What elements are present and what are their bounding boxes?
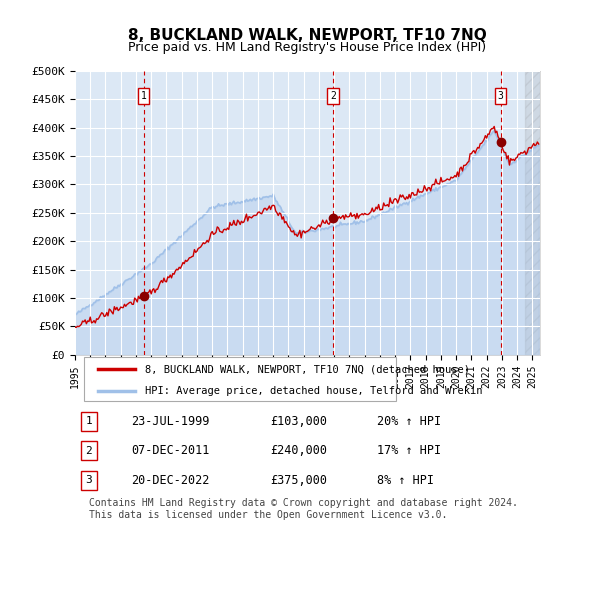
- Text: 8, BUCKLAND WALK, NEWPORT, TF10 7NQ (detached house): 8, BUCKLAND WALK, NEWPORT, TF10 7NQ (det…: [145, 365, 470, 374]
- Text: £103,000: £103,000: [270, 415, 328, 428]
- Title: 8, BUCKLAND WALK, NEWPORT, TF10 7NQ: 8, BUCKLAND WALK, NEWPORT, TF10 7NQ: [128, 28, 487, 43]
- Text: 3: 3: [86, 475, 92, 485]
- Text: 20-DEC-2022: 20-DEC-2022: [131, 474, 209, 487]
- Text: 07-DEC-2011: 07-DEC-2011: [131, 444, 209, 457]
- Text: 2: 2: [86, 445, 92, 455]
- Text: 17% ↑ HPI: 17% ↑ HPI: [377, 444, 442, 457]
- Text: 3: 3: [497, 91, 503, 101]
- FancyBboxPatch shape: [84, 357, 396, 401]
- Text: 20% ↑ HPI: 20% ↑ HPI: [377, 415, 442, 428]
- Text: £240,000: £240,000: [270, 444, 328, 457]
- Text: 23-JUL-1999: 23-JUL-1999: [131, 415, 209, 428]
- Text: Price paid vs. HM Land Registry's House Price Index (HPI): Price paid vs. HM Land Registry's House …: [128, 41, 487, 54]
- Text: £375,000: £375,000: [270, 474, 328, 487]
- Text: 2: 2: [330, 91, 336, 101]
- Bar: [525, 71, 540, 355]
- Text: 8% ↑ HPI: 8% ↑ HPI: [377, 474, 434, 487]
- Text: Contains HM Land Registry data © Crown copyright and database right 2024.
This d: Contains HM Land Registry data © Crown c…: [89, 498, 518, 520]
- Text: 1: 1: [140, 91, 146, 101]
- Text: HPI: Average price, detached house, Telford and Wrekin: HPI: Average price, detached house, Telf…: [145, 386, 482, 396]
- Text: 1: 1: [86, 417, 92, 426]
